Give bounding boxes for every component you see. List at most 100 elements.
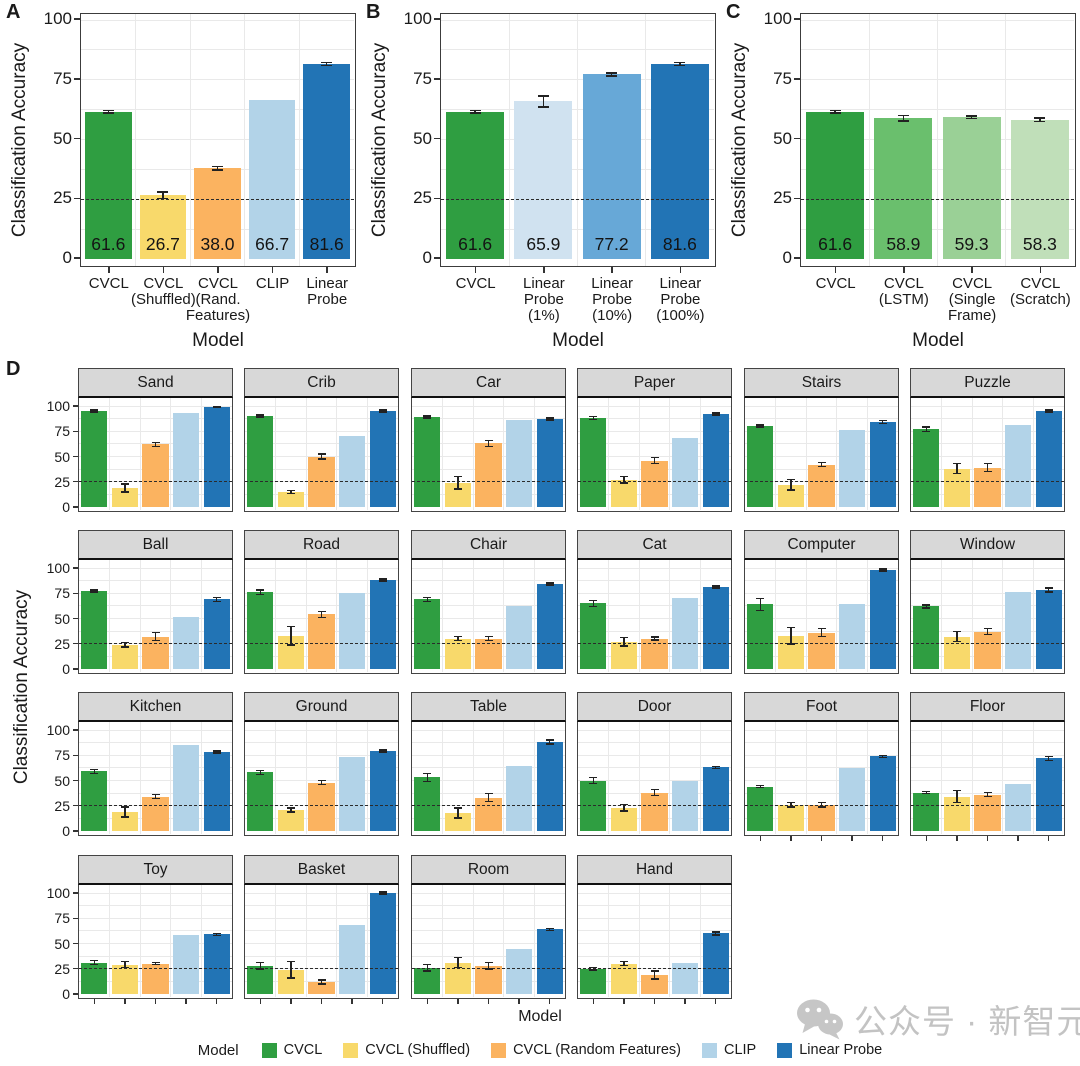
error-bar-cap [952, 462, 961, 465]
facet-sand: Sand [78, 368, 233, 512]
gridline-v [669, 722, 671, 834]
bar [913, 606, 940, 669]
error-bar-cap [606, 72, 618, 74]
bar [414, 967, 441, 994]
y-tick [73, 892, 78, 894]
legend-swatch [777, 1042, 793, 1058]
gridline-v [472, 885, 474, 997]
error-bar [653, 457, 656, 464]
error-bar-cap [711, 414, 720, 416]
error-bar-cap [157, 191, 169, 193]
facet-ball: Ball [78, 530, 233, 674]
error-bar [215, 751, 218, 754]
gridline-v [503, 885, 505, 997]
panel-a-chart: A Classification Accuracy 61.6 26.7 38.0 66.7… [0, 0, 360, 360]
bar [671, 598, 699, 669]
y-tick-label: 100 [46, 722, 70, 738]
error-bar [714, 413, 717, 416]
x-tick [290, 999, 292, 1004]
gridline-v [139, 722, 141, 834]
chance-line [79, 968, 232, 970]
error-bar-cap [537, 95, 549, 97]
gridline-h [578, 605, 731, 607]
error-bar [426, 597, 429, 602]
legend-label: CLIP [723, 1042, 757, 1058]
x-tick-label: Linear Probe [306, 275, 349, 308]
x-tick-label: CVCL (Scratch) [1009, 275, 1071, 308]
error-bar-cap [983, 627, 992, 630]
gridline-v [836, 722, 838, 834]
error-bar-cap [256, 593, 265, 595]
bar [277, 809, 305, 831]
error-bar-cap [286, 960, 295, 963]
bar [505, 766, 533, 831]
x-tick [351, 999, 353, 1004]
x-tick [259, 999, 261, 1004]
bar [81, 771, 108, 831]
facet-title: Crib [307, 373, 336, 391]
error-bar-cap [157, 197, 169, 200]
gridline-h [578, 418, 731, 420]
facet-stairs: Stairs [744, 368, 899, 512]
x-tick [108, 267, 110, 273]
bar [111, 487, 139, 507]
gridline-v [305, 560, 307, 672]
gridline-h [412, 430, 565, 432]
error-bar-cap [120, 966, 129, 969]
legend-item: CLIP [701, 1042, 757, 1058]
error-bar-cap [256, 589, 265, 591]
gridline-v [669, 560, 671, 672]
error-bar-cap [922, 430, 931, 432]
error-bar-cap [212, 932, 221, 935]
error-bar [290, 807, 292, 812]
gridline-v [366, 885, 368, 997]
x-tick [320, 999, 323, 1004]
y-tick-label: 25 [54, 797, 70, 814]
error-bar-cap [829, 109, 841, 112]
error-bar-cap [90, 591, 99, 593]
error-bar-cap [674, 61, 686, 64]
error-bar-cap [317, 458, 326, 460]
gridline-h [412, 567, 565, 569]
error-bar-cap [817, 627, 826, 630]
x-tick-label: CVCL (Shuffled) [131, 275, 196, 308]
gridline-h [578, 729, 731, 731]
error-bar-cap [619, 636, 628, 639]
gridline-h [81, 79, 354, 81]
y-tick [73, 993, 78, 995]
y-tick [73, 592, 78, 594]
gridline-h [79, 405, 232, 407]
error-bar-cap [1044, 411, 1053, 413]
error-bar [320, 453, 323, 460]
error-bar [925, 791, 928, 794]
gridline-h [412, 905, 565, 907]
bar [942, 117, 1001, 259]
facet-header: Table [411, 692, 566, 722]
gridline-v [508, 14, 510, 266]
error-bar-cap [711, 934, 720, 936]
error-bar-cap [619, 645, 628, 647]
facet-header: Puzzle [910, 368, 1065, 398]
gridline-h [578, 405, 731, 407]
error-bar [487, 793, 490, 802]
gridline-h [412, 729, 565, 731]
gridline-h [911, 580, 1064, 582]
facet-header: Stairs [744, 368, 899, 398]
bar [81, 962, 108, 994]
x-tick [474, 267, 477, 273]
bar [747, 604, 774, 669]
gridline-v [1032, 560, 1034, 672]
error-bar-cap [545, 582, 554, 584]
facet-header: Cat [577, 530, 732, 560]
error-bar-cap [151, 797, 160, 800]
facet-hand: Hand [577, 855, 732, 999]
x-tick-label: CVCL [815, 275, 856, 292]
bar [702, 933, 729, 994]
bar [277, 491, 305, 507]
gridline-v [336, 560, 338, 672]
bar [308, 981, 335, 994]
y-tick-label: 75 [773, 68, 792, 88]
error-bar-cap [589, 605, 598, 608]
bar [777, 804, 805, 831]
